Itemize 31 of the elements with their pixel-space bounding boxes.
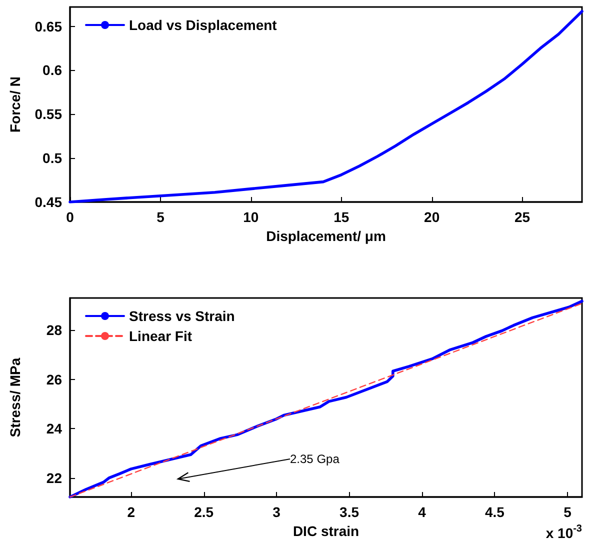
y-tick-label: 0.45: [34, 194, 62, 210]
x-tick-label: 4.5: [484, 504, 505, 520]
y-tick-label: 0.6: [42, 62, 62, 78]
x-tick-label: 3.5: [340, 504, 360, 520]
y-tick-label: 22: [46, 470, 62, 486]
y-tick-label: 0.55: [34, 106, 62, 122]
legend-label: Stress vs Strain: [129, 308, 235, 324]
legend-label: Load vs Displacement: [129, 17, 278, 33]
y-axis-title: Stress/ MPa: [7, 358, 23, 438]
x-tick-label: 0: [66, 209, 74, 225]
x-tick-label: 5: [564, 504, 572, 520]
x-tick-label: 15: [334, 209, 350, 225]
legend-label: Linear Fit: [129, 328, 192, 344]
x-tick-label: 20: [424, 209, 440, 225]
x-tick-label: 5: [156, 209, 165, 225]
y-axis-title: Force/ N: [7, 76, 23, 133]
y-tick-label: 0.5: [42, 150, 62, 166]
y-tick-label: 0.65: [34, 18, 62, 34]
y-tick-label: 28: [46, 322, 62, 338]
x-tick-label: 2.5: [194, 504, 214, 520]
y-tick-label: 24: [46, 420, 62, 437]
x-axis-title: Displacement/ μm: [266, 228, 386, 244]
x-tick-label: 2: [127, 504, 136, 520]
x-tick-label: 25: [514, 209, 530, 225]
x-tick-label: 10: [243, 209, 259, 225]
annotation: 2.35 Gpa: [290, 452, 340, 466]
x-tick-label: 3: [272, 504, 281, 520]
y-tick-label: 26: [46, 371, 62, 388]
line-series: [68, 10, 584, 204]
x-axis-title: DIC strain: [292, 522, 360, 539]
x-tick-label: 4: [418, 504, 426, 520]
